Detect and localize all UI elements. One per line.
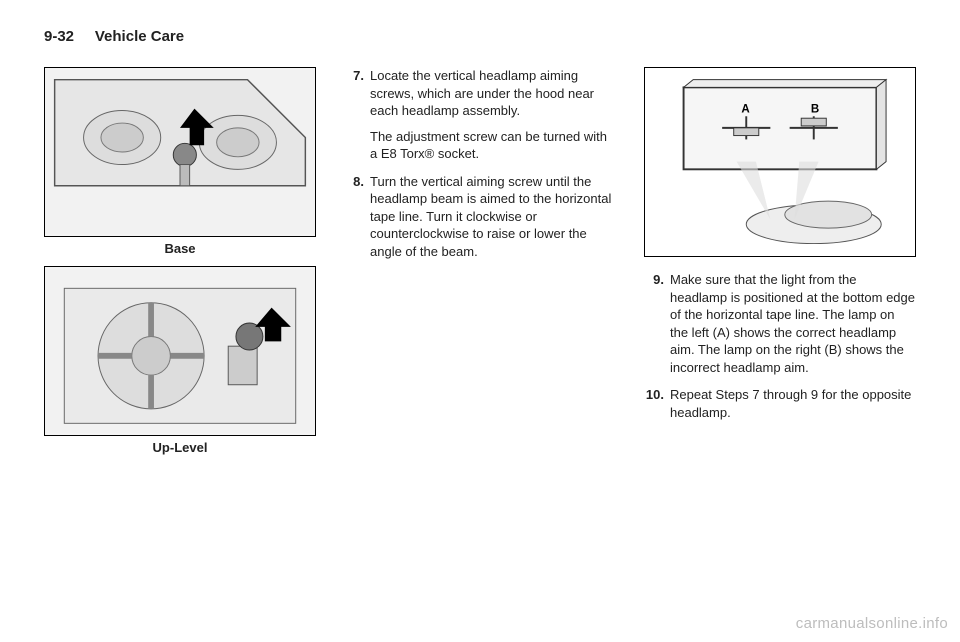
page-number: 9-32	[44, 28, 74, 45]
column-middle: 7. Locate the vertical headlamp aiming s…	[344, 67, 616, 465]
step-number: 8.	[344, 173, 370, 261]
step-text: Turn the vertical aiming screw until the…	[370, 173, 616, 261]
aim-diagram-illustration: A B	[645, 70, 915, 253]
step-text: Repeat Steps 7 through 9 for the opposit…	[670, 386, 916, 421]
content-columns: Base Up	[44, 67, 916, 465]
label-b: B	[811, 104, 819, 116]
watermark: carmanualsonline.info	[796, 615, 948, 632]
step-text: Locate the vertical headlamp aiming scre…	[370, 67, 616, 120]
label-a: A	[741, 104, 750, 116]
figure-uplevel-caption: Up-Level	[44, 436, 316, 465]
step-8: 8. Turn the vertical aiming screw until …	[344, 173, 616, 261]
figure-base-caption: Base	[44, 237, 316, 266]
step-body: Turn the vertical aiming screw until the…	[370, 173, 616, 261]
figure-aim-diagram: A B	[644, 67, 916, 257]
section-title: Vehicle Care	[95, 28, 184, 45]
step-body: Repeat Steps 7 through 9 for the opposit…	[670, 386, 916, 421]
steps-mid: 7. Locate the vertical headlamp aiming s…	[344, 67, 616, 260]
headlamp-base-illustration	[45, 68, 315, 236]
column-left: Base Up	[44, 67, 316, 465]
headlamp-uplevel-illustration	[45, 267, 315, 435]
step-body: Locate the vertical headlamp aiming scre…	[370, 67, 616, 163]
step-10: 10. Repeat Steps 7 through 9 for the opp…	[644, 386, 916, 421]
step-text: The adjustment screw can be turned with …	[370, 128, 616, 163]
column-right: A B 9. Make sure that the light from the…	[644, 67, 916, 465]
step-number: 10.	[644, 386, 670, 421]
manual-page: 9-32 Vehicle Care	[0, 0, 960, 465]
step-number: 9.	[644, 271, 670, 376]
figure-uplevel	[44, 266, 316, 436]
step-text: Make sure that the light from the headla…	[670, 271, 916, 376]
steps-right: 9. Make sure that the light from the hea…	[644, 271, 916, 421]
step-7: 7. Locate the vertical headlamp aiming s…	[344, 67, 616, 163]
page-header: 9-32 Vehicle Care	[44, 28, 916, 45]
step-body: Make sure that the light from the headla…	[670, 271, 916, 376]
step-number: 7.	[344, 67, 370, 163]
step-9: 9. Make sure that the light from the hea…	[644, 271, 916, 376]
figure-base	[44, 67, 316, 237]
